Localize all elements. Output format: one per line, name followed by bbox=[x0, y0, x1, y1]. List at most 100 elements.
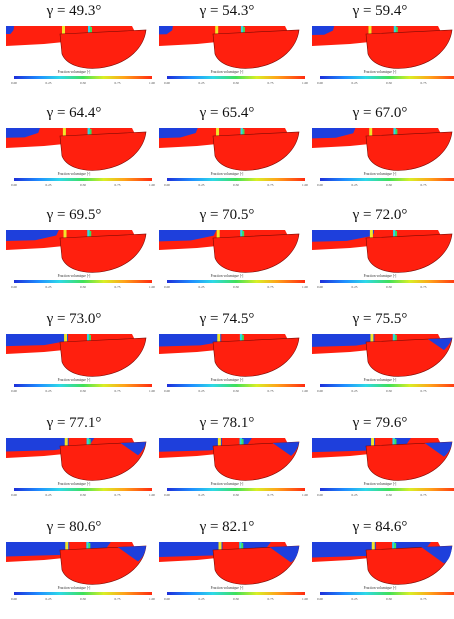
colorbar-tick: 0.00 bbox=[317, 597, 323, 601]
interface-green bbox=[394, 335, 397, 345]
panel-title: γ = 54.3° bbox=[199, 3, 255, 19]
interface-yellow bbox=[371, 542, 375, 556]
bowl-water bbox=[365, 337, 453, 377]
colorbar-tick: 0.75 bbox=[420, 285, 427, 289]
interface-cyan bbox=[240, 230, 243, 242]
colorbar-tick: 0.25 bbox=[198, 285, 205, 289]
panel-title: γ = 77.1° bbox=[46, 415, 102, 431]
bowl-water bbox=[212, 337, 300, 377]
colorbar-label: Fraction volumique [-] bbox=[57, 378, 91, 382]
bowl-water bbox=[59, 131, 147, 171]
colorbar bbox=[14, 384, 152, 387]
simulation-panel: γ = 78.1° Fraction volumique [-] 0.00 0.25 0… bbox=[153, 414, 308, 514]
colorbar-label: Fraction volumique [-] bbox=[363, 274, 397, 278]
interface-yellow bbox=[369, 128, 373, 142]
interface-cyan bbox=[392, 438, 395, 450]
colorbar-tick: 0.25 bbox=[45, 389, 52, 393]
colorbar-tick: 1.00 bbox=[149, 597, 155, 601]
interface-cyan bbox=[88, 26, 91, 38]
colorbar-tick: 0.00 bbox=[164, 389, 170, 393]
colorbar-tick: 0.00 bbox=[317, 493, 323, 497]
colorbar-tick: 1.00 bbox=[302, 389, 308, 393]
colorbar-tick: 1.00 bbox=[302, 597, 308, 601]
colorbar bbox=[320, 178, 454, 181]
simulation-panel: γ = 64.4° Fraction volumique [-] 0.00 0.25 0… bbox=[0, 104, 155, 204]
colorbar bbox=[167, 178, 305, 181]
colorbar-ticks: 0.000.250.500.751.00 bbox=[316, 493, 454, 498]
channel-air bbox=[312, 26, 335, 35]
colorbar-tick: 0.50 bbox=[80, 81, 86, 85]
panel-title: γ = 74.5° bbox=[199, 311, 255, 327]
colorbar-tick: 0.50 bbox=[386, 389, 392, 393]
simulation-panel: γ = 73.0° Fraction volumique [-] 0.00 0.25 0… bbox=[0, 310, 155, 410]
interface-yellow bbox=[63, 230, 67, 244]
interface-cyan bbox=[86, 334, 90, 346]
panel-title: γ = 73.0° bbox=[46, 311, 102, 327]
channel-air bbox=[6, 230, 59, 242]
colorbar-label: Fraction volumique [-] bbox=[363, 70, 397, 74]
interface-cyan bbox=[239, 334, 243, 346]
panel-title: γ = 78.1° bbox=[199, 415, 255, 431]
interface-green bbox=[242, 129, 245, 139]
bowl-air bbox=[421, 546, 452, 564]
interface-green bbox=[89, 231, 92, 241]
bowl-water bbox=[365, 233, 453, 273]
colorbar-ticks: 0.000.250.500.751.00 bbox=[316, 183, 454, 188]
bowl-air bbox=[120, 442, 146, 456]
interface-yellow bbox=[65, 542, 69, 556]
interface-cyan bbox=[393, 230, 396, 242]
colorbar-tick: 0.25 bbox=[45, 597, 52, 601]
volume-fraction-field bbox=[159, 438, 300, 481]
panel-title: γ = 59.4° bbox=[352, 3, 408, 19]
colorbar bbox=[320, 488, 454, 491]
colorbar-tick: 0.75 bbox=[267, 285, 274, 289]
colorbar-tick: 0.75 bbox=[267, 81, 274, 85]
colorbar-tick: 0.00 bbox=[164, 81, 170, 85]
colorbar bbox=[320, 76, 454, 79]
interface-yellow bbox=[217, 438, 221, 452]
bowl-air bbox=[269, 546, 299, 563]
colorbar-ticks: 0.000.250.500.751.00 bbox=[316, 597, 454, 602]
bowl-water bbox=[365, 29, 453, 69]
colorbar-tick: 0.00 bbox=[11, 493, 17, 497]
interface-green bbox=[394, 439, 397, 449]
colorbar-label: Fraction volumique [-] bbox=[57, 586, 91, 590]
bowl-water bbox=[59, 441, 147, 481]
interface-yellow bbox=[368, 26, 372, 40]
colorbar-tick: 0.75 bbox=[420, 493, 427, 497]
panel-title: γ = 69.5° bbox=[46, 207, 102, 223]
colorbar-tick: 0.00 bbox=[317, 389, 323, 393]
colorbar-tick: 0.25 bbox=[198, 183, 205, 187]
colorbar-tick: 0.25 bbox=[198, 81, 205, 85]
panel-title: γ = 84.6° bbox=[352, 519, 408, 535]
simulation-panel: γ = 59.4° Fraction volumique [-] 0.00 0.25 0… bbox=[306, 2, 454, 102]
colorbar-tick: 0.50 bbox=[386, 493, 392, 497]
interface-green bbox=[89, 129, 92, 139]
colorbar-ticks: 0.000.250.500.751.00 bbox=[316, 285, 454, 290]
volume-fraction-field bbox=[159, 26, 300, 69]
colorbar-label: Fraction volumique [-] bbox=[210, 482, 244, 486]
channel-air bbox=[6, 26, 14, 34]
colorbar-tick: 0.00 bbox=[164, 285, 170, 289]
bowl-air bbox=[424, 442, 452, 457]
simulation-panel: γ = 65.4° Fraction volumique [-] 0.00 0.25 0… bbox=[153, 104, 308, 204]
interface-cyan bbox=[86, 542, 89, 554]
panel-title: γ = 72.0° bbox=[352, 207, 408, 223]
colorbar-tick: 0.25 bbox=[351, 183, 358, 187]
simulation-panel: γ = 49.3° Fraction volumique [-] 0.00 0.25 0… bbox=[0, 2, 155, 102]
bowl-water bbox=[212, 131, 300, 171]
colorbar-ticks: 0.000.250.500.751.00 bbox=[316, 389, 454, 394]
panel-title: γ = 75.5° bbox=[352, 311, 408, 327]
volume-fraction-field bbox=[6, 230, 147, 273]
colorbar-tick: 0.00 bbox=[317, 183, 323, 187]
panel-title: γ = 65.4° bbox=[199, 105, 255, 121]
colorbar-label: Fraction volumique [-] bbox=[57, 274, 91, 278]
interface-cyan bbox=[392, 334, 396, 346]
colorbar-label: Fraction volumique [-] bbox=[57, 172, 91, 176]
colorbar-tick: 0.50 bbox=[233, 597, 239, 601]
bowl-water bbox=[365, 131, 453, 171]
colorbar bbox=[320, 384, 454, 387]
colorbar bbox=[14, 488, 152, 491]
